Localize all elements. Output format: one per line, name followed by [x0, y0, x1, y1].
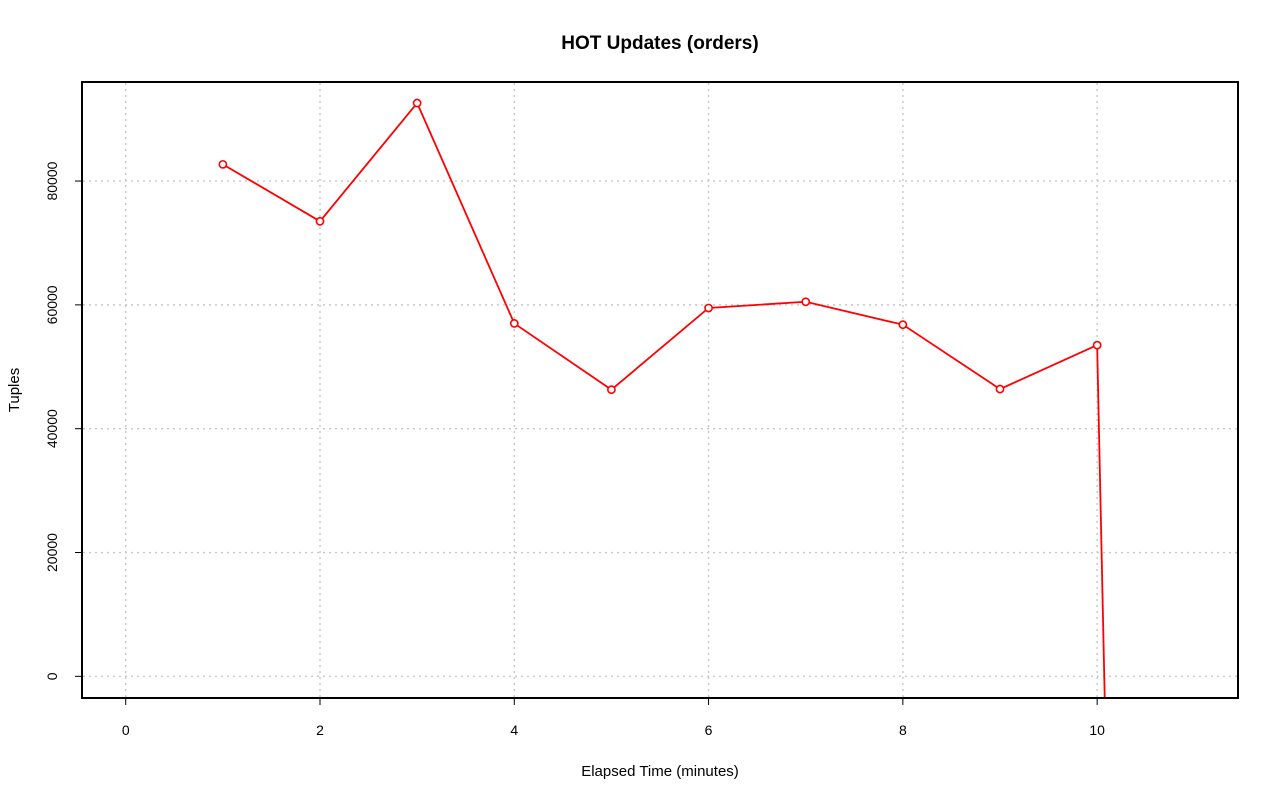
x-tick-label: 0 [122, 722, 130, 738]
y-tick-label: 0 [44, 672, 60, 680]
data-point [801, 297, 811, 307]
plot-frame [81, 81, 1239, 699]
data-point [315, 216, 325, 226]
x-tick-label: 10 [1089, 722, 1105, 738]
y-axis-label: Tuples [6, 368, 23, 412]
x-tick-label: 4 [510, 722, 518, 738]
data-point [218, 159, 228, 169]
y-tick-label: 80000 [44, 161, 60, 200]
data-point [1092, 340, 1102, 350]
x-tick-label: 6 [705, 722, 713, 738]
data-point [898, 320, 908, 330]
x-axis: 0 2 4 6 8 10 [122, 698, 1105, 738]
y-tick-label: 20000 [44, 533, 60, 572]
y-tick-label: 60000 [44, 285, 60, 324]
y-tick-label: 40000 [44, 409, 60, 448]
data-point [412, 98, 422, 108]
data-point [995, 384, 1005, 394]
data-point [607, 385, 616, 395]
series-layer [218, 98, 1106, 698]
x-tick-label: 2 [316, 722, 324, 738]
chart-title: HOT Updates (orders) [561, 33, 758, 54]
x-axis-label: Elapsed Time (minutes) [581, 763, 739, 780]
series-tail-line [1096, 345, 1106, 698]
series-line [222, 101, 1098, 391]
y-axis: 0 20000 40000 60000 80000 [44, 161, 82, 680]
x-tick-label: 8 [899, 722, 907, 738]
data-point [704, 303, 713, 313]
grid-layer [83, 83, 1237, 697]
data-point [509, 319, 519, 328]
